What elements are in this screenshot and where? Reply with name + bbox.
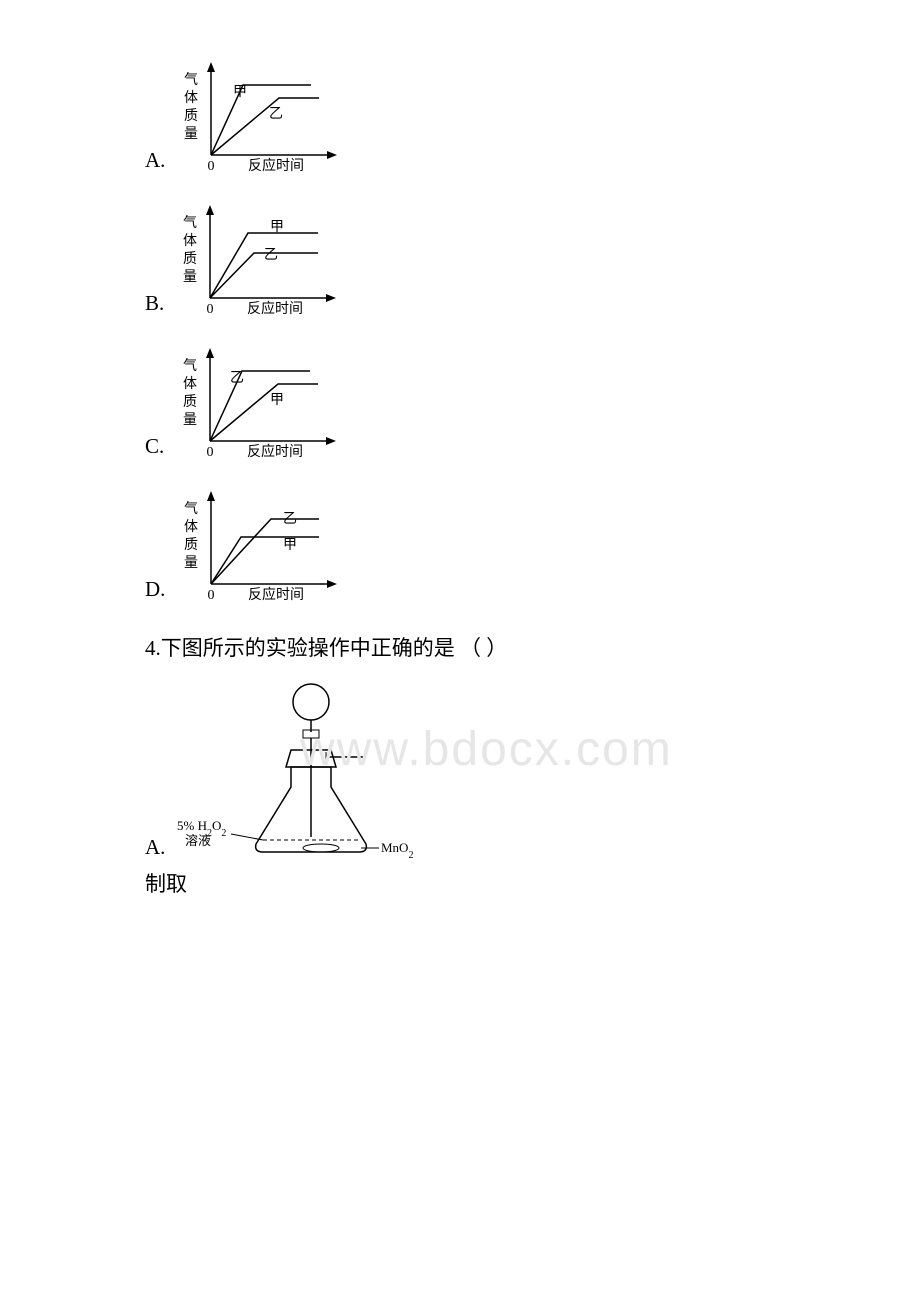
- svg-text:反应时间: 反应时间: [247, 300, 303, 317]
- svg-text:气: 气: [184, 72, 198, 88]
- svg-text:乙: 乙: [269, 106, 283, 122]
- svg-text:甲: 甲: [283, 538, 297, 553]
- svg-text:量: 量: [184, 555, 198, 571]
- option-c-block: C. 气体质量 0 反应时间 乙甲: [145, 346, 775, 461]
- apparatus-diagram: 5% H2O2溶液MnO2: [171, 672, 441, 862]
- svg-text:溶液: 溶液: [185, 833, 211, 848]
- svg-text:甲: 甲: [270, 393, 284, 408]
- svg-text:体: 体: [183, 233, 197, 249]
- svg-text:体: 体: [184, 519, 198, 535]
- svg-text:反应时间: 反应时间: [248, 586, 304, 603]
- svg-text:反应时间: 反应时间: [247, 443, 303, 460]
- svg-text:0: 0: [208, 588, 215, 603]
- svg-text:体: 体: [184, 90, 198, 106]
- svg-text:量: 量: [183, 269, 197, 285]
- option-b-letter: B.: [145, 291, 164, 318]
- chart-b: 气体质量 0 反应时间 甲乙: [170, 203, 350, 318]
- svg-text:甲: 甲: [270, 220, 284, 235]
- svg-text:量: 量: [183, 412, 197, 428]
- option-d-letter: D.: [145, 577, 165, 604]
- option-a-letter: A.: [145, 148, 165, 175]
- chart-d: 气体质量 0 反应时间 乙甲: [171, 489, 351, 604]
- option-c-letter: C.: [145, 434, 164, 461]
- svg-text:MnO2: MnO2: [381, 840, 413, 861]
- q4-option-a-letter: A.: [145, 835, 165, 862]
- option-d-block: D. 气体质量 0 反应时间 乙甲: [145, 489, 775, 604]
- svg-text:质: 质: [183, 251, 197, 267]
- q4-option-a-block: A. 5% H2O2溶液MnO2 制取: [145, 672, 775, 898]
- chart-c: 气体质量 0 反应时间 乙甲: [170, 346, 350, 461]
- option-a-block: A. 气体质量 0 反应时间 甲乙: [145, 60, 775, 175]
- svg-text:气: 气: [183, 215, 197, 231]
- svg-text:反应时间: 反应时间: [248, 157, 304, 174]
- svg-text:质: 质: [184, 108, 198, 124]
- svg-text:甲: 甲: [233, 85, 247, 100]
- svg-text:0: 0: [207, 445, 214, 460]
- svg-text:气: 气: [183, 358, 197, 374]
- svg-text:质: 质: [183, 394, 197, 410]
- q4-caption: 制取: [145, 868, 775, 898]
- svg-text:0: 0: [208, 159, 215, 174]
- svg-text:体: 体: [183, 376, 197, 392]
- chart-a: 气体质量 0 反应时间 甲乙: [171, 60, 351, 175]
- svg-text:质: 质: [184, 537, 198, 553]
- svg-text:乙: 乙: [230, 370, 244, 386]
- svg-text:乙: 乙: [283, 511, 297, 527]
- question-4-text: 4.下图所示的实验操作中正确的是 （ ）: [145, 632, 775, 666]
- svg-text:量: 量: [184, 126, 198, 142]
- svg-text:气: 气: [184, 501, 198, 517]
- option-b-block: B. 气体质量 0 反应时间 甲乙: [145, 203, 775, 318]
- svg-text:乙: 乙: [264, 247, 278, 263]
- svg-text:0: 0: [207, 302, 214, 317]
